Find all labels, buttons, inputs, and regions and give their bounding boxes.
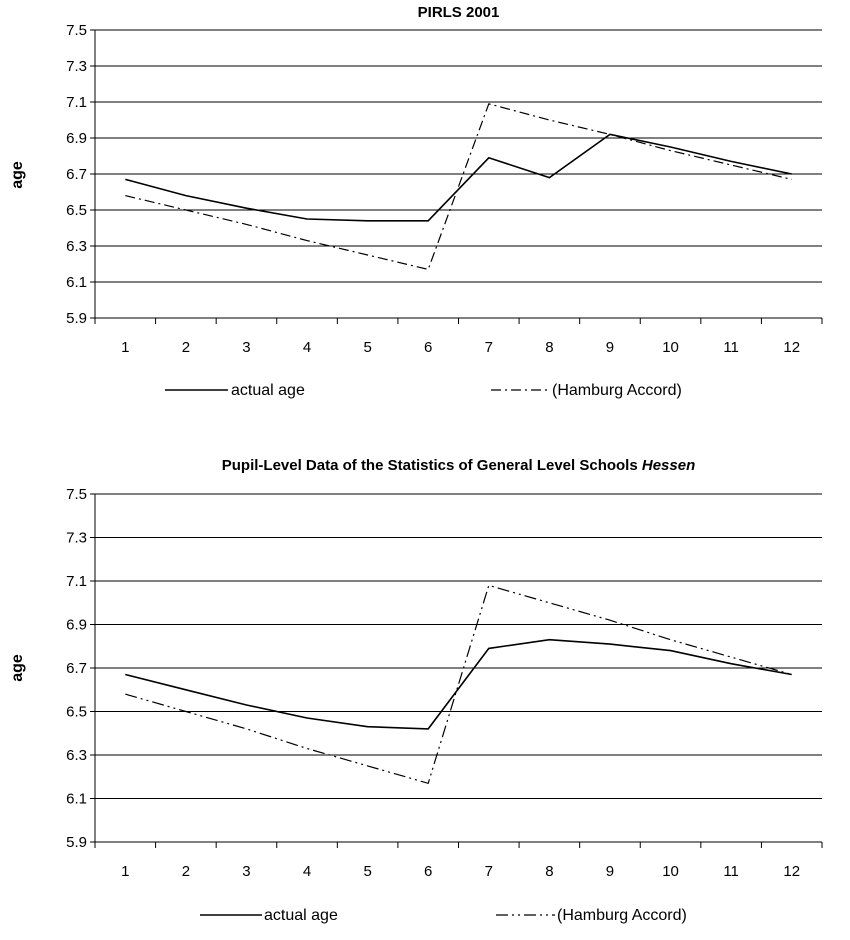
- x-tick-label: 1: [121, 863, 129, 880]
- series-line-hamburg-accord: [125, 103, 792, 271]
- x-tick-label: 8: [545, 339, 553, 356]
- x-tick-label: 6: [424, 863, 432, 880]
- chart-title: Pupil-Level Data of the Statistics of Ge…: [222, 457, 696, 474]
- y-tick-label: 7.1: [66, 573, 87, 590]
- x-tick-label: 10: [662, 339, 679, 356]
- y-tick-label: 7.3: [66, 58, 87, 75]
- x-tick-label: 9: [606, 339, 614, 356]
- x-tick-label: 8: [545, 863, 553, 880]
- y-tick-label: 6.7: [66, 660, 87, 677]
- x-tick-label: 7: [485, 339, 493, 356]
- x-tick-label: 10: [662, 863, 679, 880]
- x-tick-label: 2: [182, 339, 190, 356]
- x-tick-label: 12: [783, 863, 800, 880]
- y-tick-label: 6.9: [66, 617, 87, 634]
- x-tick-label: 1: [121, 339, 129, 356]
- y-tick-label: 6.3: [66, 238, 87, 255]
- x-tick-label: 6: [424, 339, 432, 356]
- y-tick-label: 6.1: [66, 791, 87, 808]
- x-tick-label: 12: [783, 339, 800, 356]
- y-axis-label: age: [9, 654, 26, 682]
- y-tick-label: 7.5: [66, 22, 87, 39]
- y-tick-label: 7.3: [66, 530, 87, 547]
- x-tick-label: 5: [363, 863, 371, 880]
- y-tick-label: 6.9: [66, 130, 87, 147]
- legend-label: actual age: [231, 382, 305, 399]
- y-tick-label: 7.5: [66, 486, 87, 503]
- legend-label: (Hamburg Accord): [552, 382, 682, 399]
- legend-label: (Hamburg Accord): [557, 907, 687, 924]
- series-line-hamburg-accord: [125, 584, 792, 785]
- x-tick-label: 3: [242, 339, 250, 356]
- y-tick-label: 6.3: [66, 747, 87, 764]
- y-tick-label: 6.5: [66, 704, 87, 721]
- y-tick-label: 6.1: [66, 274, 87, 291]
- y-tick-label: 5.9: [66, 834, 87, 851]
- legend-label: actual age: [264, 907, 338, 924]
- series-line-actual-age: [125, 133, 792, 222]
- series-line-actual-age: [125, 638, 792, 730]
- chart-title-text: Pupil-Level Data of the Statistics of Ge…: [222, 457, 642, 474]
- x-tick-label: 5: [363, 339, 371, 356]
- chart-2: Pupil-Level Data of the Statistics of Ge…: [9, 457, 823, 924]
- x-tick-label: 2: [182, 863, 190, 880]
- x-tick-label: 7: [485, 863, 493, 880]
- x-tick-label: 4: [303, 863, 311, 880]
- y-tick-label: 5.9: [66, 310, 87, 327]
- x-tick-label: 11: [723, 339, 739, 356]
- y-tick-label: 7.1: [66, 94, 87, 111]
- x-tick-label: 11: [723, 863, 739, 880]
- x-tick-label: 4: [303, 339, 311, 356]
- y-axis-label: age: [9, 161, 26, 189]
- chart-title-text: PIRLS 2001: [418, 4, 500, 21]
- chart-title-italic: Hessen: [642, 457, 695, 474]
- y-tick-label: 6.7: [66, 166, 87, 183]
- y-tick-label: 6.5: [66, 202, 87, 219]
- x-tick-label: 3: [242, 863, 250, 880]
- x-tick-label: 9: [606, 863, 614, 880]
- chart-title: PIRLS 2001: [418, 4, 500, 21]
